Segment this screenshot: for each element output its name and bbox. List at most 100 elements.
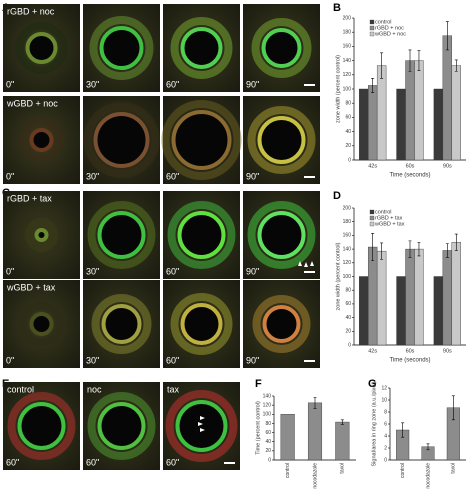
y-tick-label: 60 <box>265 430 271 436</box>
halo <box>247 106 316 174</box>
y-tick-label: 0 <box>268 457 271 463</box>
y-tick-label: 0 <box>384 457 387 463</box>
bar <box>359 276 369 346</box>
bar <box>442 250 453 346</box>
bar <box>359 88 369 161</box>
error-bar <box>445 21 449 51</box>
error-bar <box>313 397 317 409</box>
legend-label: wGBD + noc <box>374 31 406 37</box>
halo <box>15 22 68 74</box>
halo <box>247 201 316 269</box>
error-bar <box>340 419 344 425</box>
error-bar <box>401 422 405 438</box>
arrowhead <box>200 416 205 420</box>
halo <box>87 201 156 269</box>
ring <box>180 27 223 69</box>
bar <box>433 88 444 161</box>
y-tick-label: 20 <box>345 143 351 149</box>
y-tick-label: 80 <box>345 288 351 294</box>
time-label: 60" <box>166 171 179 181</box>
y-tick-label: 4 <box>384 433 387 439</box>
y-tick-label: 140 <box>343 246 352 252</box>
time-label: 30" <box>86 355 99 365</box>
x-tick-label: nocodazole <box>425 463 431 489</box>
legend-label: control <box>375 209 392 215</box>
arrowhead <box>200 428 205 432</box>
y-tick-label: 20 <box>345 329 351 335</box>
time-label: 0" <box>6 79 14 89</box>
halo <box>170 293 233 355</box>
halo <box>167 201 236 269</box>
ring <box>99 26 144 70</box>
bar <box>280 414 295 461</box>
y-tick-label: 120 <box>343 260 352 266</box>
time-label: 60" <box>166 457 179 467</box>
time-label: 90" <box>246 266 259 276</box>
ring <box>171 110 232 170</box>
y-tick-label: 160 <box>343 233 352 239</box>
bar <box>335 421 350 461</box>
error-bar <box>380 52 384 79</box>
panel-label: B <box>333 2 341 14</box>
x-tick-label: 60s <box>406 348 415 354</box>
ring <box>34 228 49 242</box>
row-label: rGBD + noc <box>7 6 55 16</box>
time-label: 60" <box>86 457 99 467</box>
y-tick-label: 120 <box>263 402 272 408</box>
bar <box>433 276 444 346</box>
row-label: wGBD + tax <box>6 282 56 292</box>
bar <box>367 85 378 161</box>
y-tick-label: 0 <box>348 342 351 348</box>
time-label: 60" <box>166 355 179 365</box>
x-tick-label: taxol <box>451 463 457 474</box>
halo <box>170 17 233 79</box>
y-tick-label: 200 <box>343 15 352 21</box>
y-axis-label: Time (percent control) <box>255 401 261 455</box>
time-label: 60" <box>166 79 179 89</box>
y-tick-label: 140 <box>343 58 352 64</box>
x-tick-label: 42s <box>368 348 377 354</box>
error-bar <box>417 50 421 71</box>
ring <box>25 32 58 64</box>
ring <box>97 402 146 450</box>
bar <box>414 60 424 161</box>
error-bar <box>371 78 375 93</box>
ring <box>175 400 228 452</box>
bar <box>376 65 387 161</box>
halo <box>91 294 152 354</box>
time-label: 90" <box>246 171 259 181</box>
x-tick-label: control <box>285 463 291 478</box>
error-bar <box>451 395 455 421</box>
bar <box>442 35 453 161</box>
x-tick-label: 60s <box>406 163 415 169</box>
y-tick-label: 40 <box>345 315 351 321</box>
time-label: 0" <box>6 266 14 276</box>
halo <box>165 390 238 462</box>
y-axis-label: zone width (percent control) <box>335 55 341 123</box>
y-tick-label: 60 <box>345 115 351 121</box>
y-tick-label: 80 <box>265 421 271 427</box>
time-label: 0" <box>6 171 14 181</box>
legend-label: rGBD + tax <box>375 215 403 221</box>
halo <box>89 16 154 80</box>
bar <box>396 88 406 161</box>
x-axis-label: Time (seconds) <box>389 358 430 364</box>
legend-swatch <box>369 31 375 37</box>
bar <box>405 248 415 346</box>
halo <box>7 392 76 460</box>
y-axis-label: zone width (percent control) <box>335 242 341 310</box>
x-tick-label: 90s <box>443 348 452 354</box>
time-label: 90" <box>246 79 259 89</box>
panel-label: D <box>333 190 341 202</box>
time-label: 60" <box>166 266 179 276</box>
ring <box>101 304 142 344</box>
y-tick-label: 120 <box>343 72 352 78</box>
ring <box>177 211 226 259</box>
arrowhead <box>304 262 308 267</box>
legend-swatch <box>369 25 375 31</box>
y-tick-label: 100 <box>263 412 272 418</box>
error-bar <box>454 233 458 251</box>
y-tick-label: 180 <box>343 219 352 225</box>
y-tick-label: 140 <box>263 393 272 399</box>
